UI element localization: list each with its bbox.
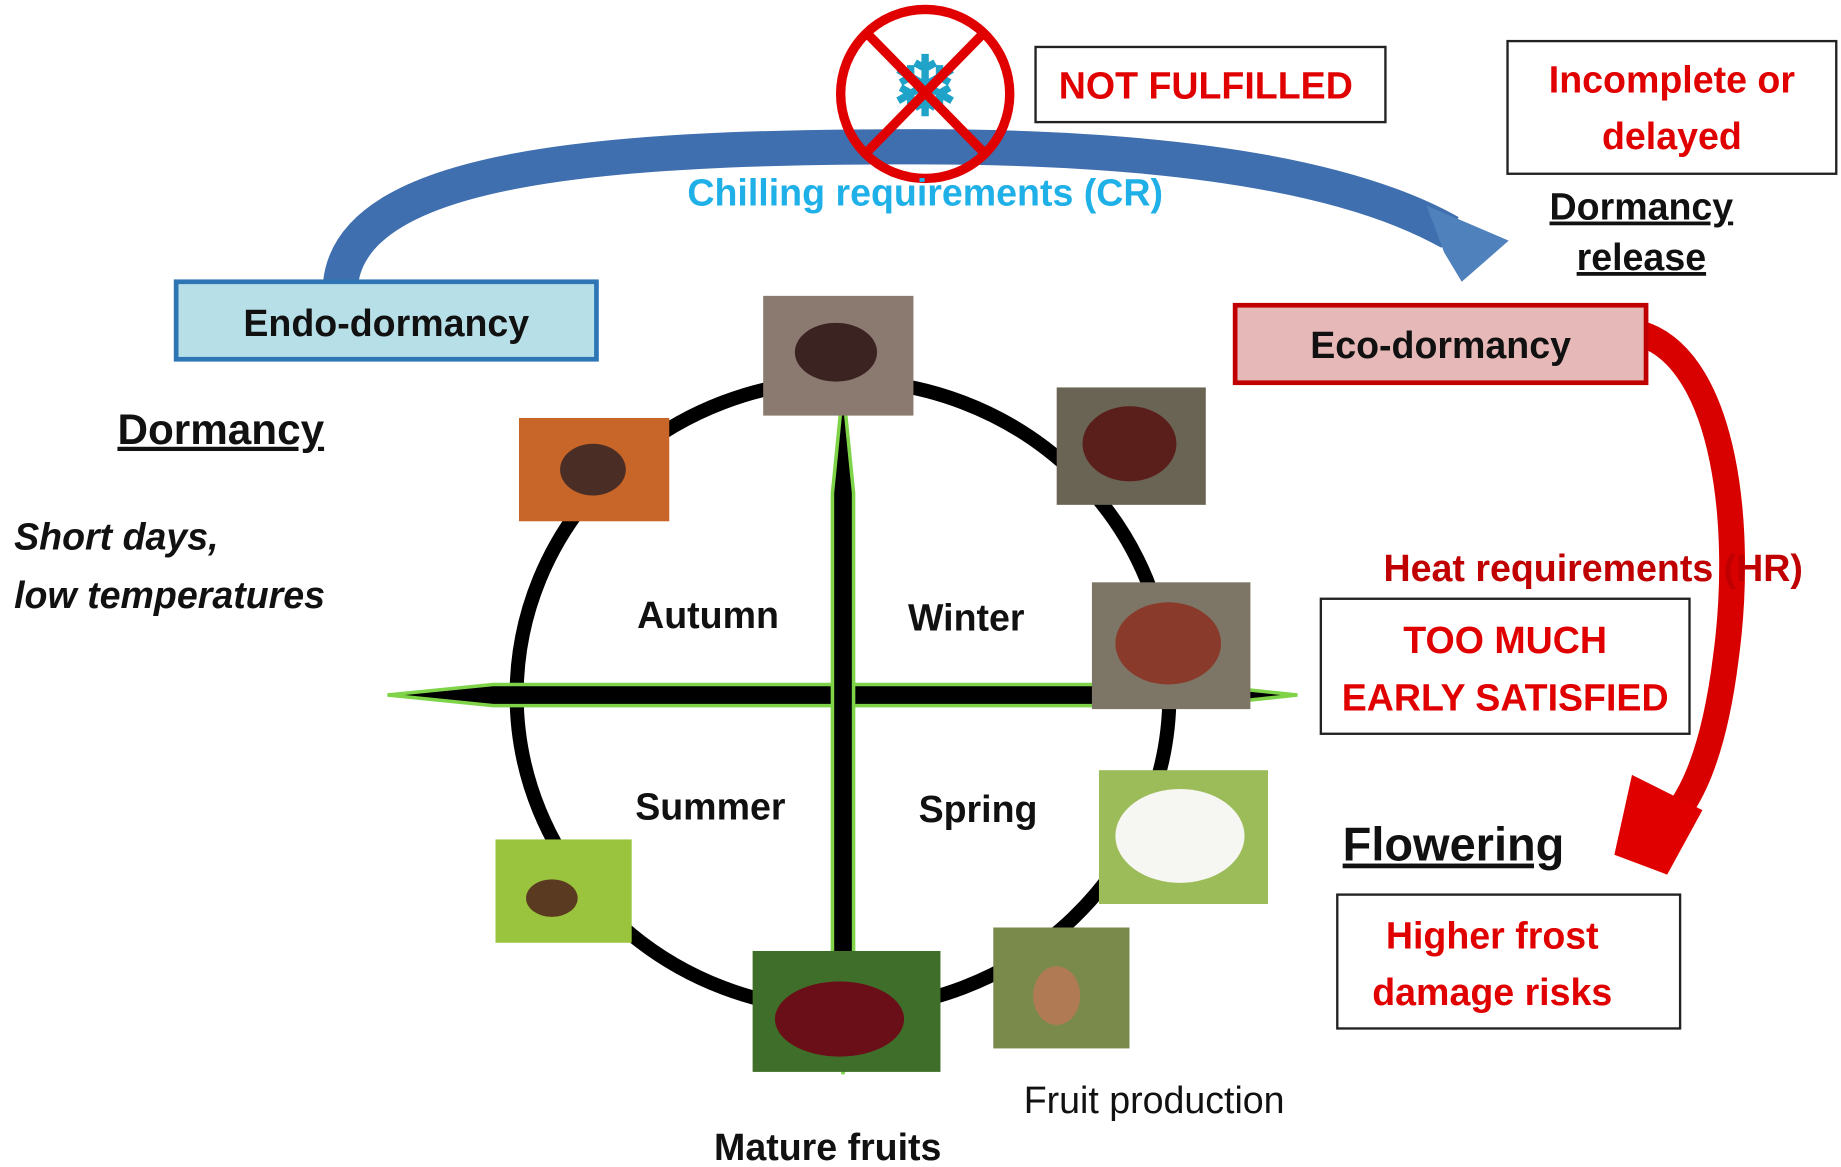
season: Summer <box>635 785 786 827</box>
too-much: TOO MUCH <box>1403 619 1607 661</box>
mature-fruits: Mature fruits <box>714 1126 941 1167</box>
season: Autumn <box>637 594 779 636</box>
too-much: EARLY SATISFIED <box>1342 676 1669 718</box>
incomplete-line: Incomplete or <box>1549 59 1796 101</box>
not-fulfilled: NOT FULFILLED <box>1059 65 1353 107</box>
conditions: Short days, <box>14 515 218 557</box>
heat-label: Heat requirements (HR) <box>1384 547 1803 589</box>
season: Spring <box>919 788 1038 830</box>
incomplete-line: delayed <box>1602 115 1742 157</box>
chilling-arrow <box>341 147 1450 284</box>
eco-label: Eco-dormancy <box>1310 324 1571 366</box>
conditions: low temperatures <box>14 574 325 616</box>
dormancy-release: Dormancy <box>1550 186 1734 228</box>
season: Winter <box>908 596 1025 638</box>
fruit-production: Fruit production <box>1024 1079 1285 1121</box>
endo-label: Endo-dormancy <box>243 302 529 344</box>
chilling-label: Chilling requirements (CR) <box>687 171 1163 213</box>
frost: Higher frost <box>1386 915 1599 957</box>
dormancy-release: release <box>1577 236 1706 278</box>
diagram: ❄ NOT FULFILLED Incomplete or delayed Ch… <box>0 0 1841 1167</box>
frost: damage risks <box>1372 971 1612 1013</box>
dormancy-title: Dormancy <box>117 406 324 453</box>
flowering: Flowering <box>1343 818 1565 871</box>
